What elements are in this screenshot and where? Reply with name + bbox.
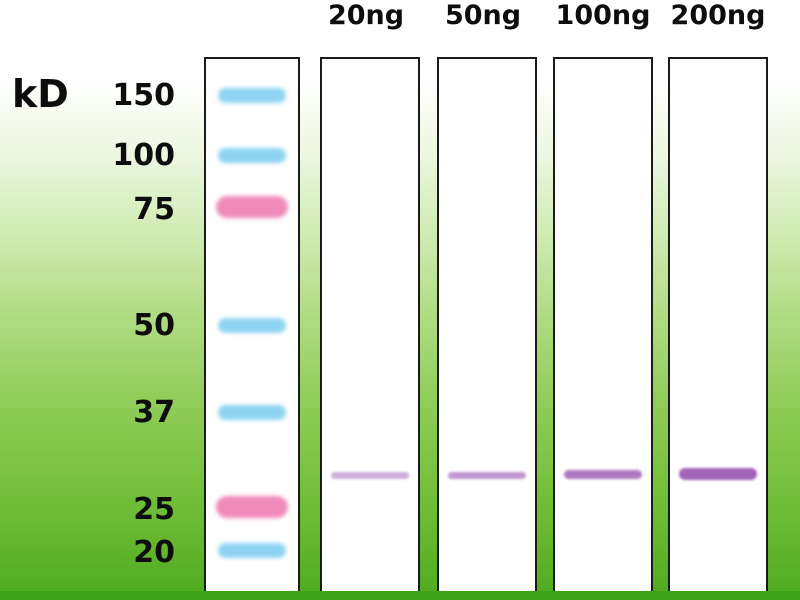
ladder-band-150 — [218, 88, 286, 103]
sample-lane-200ng — [668, 57, 768, 593]
sample-lane-100ng — [553, 57, 653, 593]
marker-label-50: 50 — [133, 308, 175, 343]
ladder-band-25 — [216, 496, 288, 518]
ladder-band-37 — [218, 405, 286, 420]
ladder-band-75 — [216, 196, 288, 218]
bottom-green-bar — [0, 591, 800, 600]
lane-label-100ng: 100ng — [555, 0, 651, 31]
target-band-100ng — [564, 470, 642, 479]
marker-label-37: 37 — [133, 395, 175, 430]
ladder-band-20 — [218, 543, 286, 558]
sample-lane-20ng — [320, 57, 420, 593]
marker-label-20: 20 — [133, 535, 175, 570]
sample-lane-50ng — [437, 57, 537, 593]
lane-label-20ng: 20ng — [327, 0, 405, 31]
target-band-20ng — [331, 472, 409, 479]
ladder-band-100 — [218, 148, 286, 163]
lane-label-50ng: 50ng — [444, 0, 522, 31]
marker-label-75: 75 — [133, 192, 175, 227]
target-band-200ng — [679, 468, 757, 480]
ladder-band-50 — [218, 318, 286, 333]
ladder-lane — [204, 57, 300, 593]
target-band-50ng — [448, 472, 526, 479]
marker-label-150: 150 — [112, 78, 175, 113]
unit-label-kd: kD — [12, 72, 69, 116]
marker-label-25: 25 — [133, 492, 175, 527]
marker-label-100: 100 — [112, 138, 175, 173]
lane-label-200ng: 200ng — [670, 0, 766, 31]
